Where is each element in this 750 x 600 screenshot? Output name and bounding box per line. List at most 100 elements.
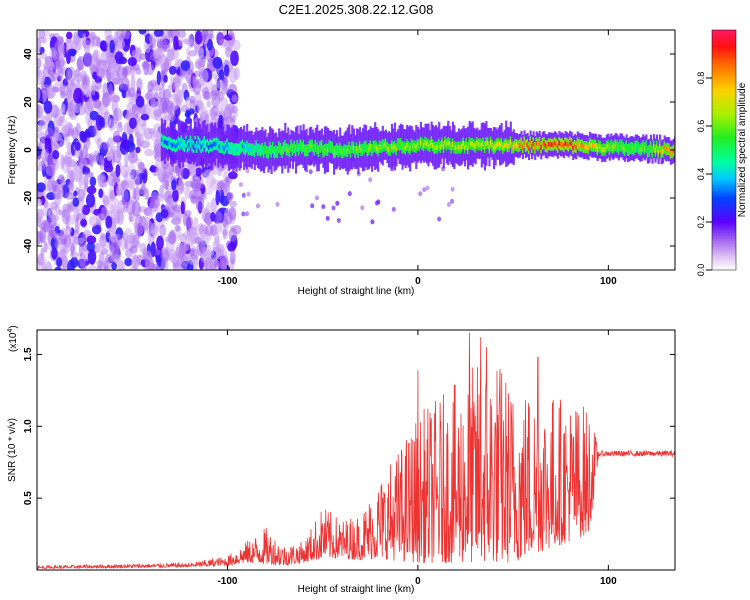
spectrogram-noise-cell [92,150,100,164]
spectrogram-ridge-core [357,149,360,155]
spectrogram-ridge-core [317,148,320,154]
spectrogram-ridge-core [654,148,657,153]
colorbar-ticks: 0.0 0.2 0.4 0.6 0.8 [696,72,712,277]
spectrogram-ridge-core [304,148,307,153]
spectrogram-noise-cell [105,150,114,161]
spectrogram-ridge-core [221,145,224,150]
spectrogram-ridge-core [588,141,592,147]
spectrogram-outlier-cell [370,219,375,225]
spectrogram-ridge-core [544,143,547,149]
spectrogram-ridge-core [337,149,340,154]
spectrogram-noise-cell [229,30,235,39]
spectrogram-noise-cell [50,201,58,210]
spectrogram-ridge-core [614,142,617,148]
spectrogram-noise-cell [114,31,119,47]
spectrogram-ridge-core [302,143,305,149]
spectrogram-ridge-core [372,144,375,150]
spectrogram-noise-cell [212,56,223,69]
spectrogram-noise-cell [94,81,102,90]
spectrogram-ridge-core [165,140,168,146]
spectrogram-outlier-cell [368,177,373,183]
spectrogram-noise-cell [160,208,169,219]
spectrogram-noise-cell [86,235,97,245]
spectrogram-ridge-core [403,144,406,150]
spectrogram-ridge-core [310,143,313,148]
spectrogram-ridge-core [470,141,473,147]
spectrogram-noise-cell [60,227,68,240]
spectrogram-noise-cell [88,153,95,168]
spectrogram-noise-cell [66,31,73,40]
spectrogram-noise-cell [138,162,145,175]
spectrogram-ridge-core [582,144,585,150]
spectrogram-noise-cell [43,30,50,37]
spectrogram-noise-cell [95,213,106,223]
spectrogram-ridge-core [457,144,461,150]
spectrogram-ridge-core [390,144,394,149]
spectrogram-noise-cell [155,248,161,256]
spectrogram-noise-cell [99,40,107,51]
spectrogram-noise-cell [228,228,238,242]
spectrogram-outlier-cell [321,204,326,210]
spectrogram-ridge-core [203,139,206,145]
spectrogram-ridge-core [445,142,448,147]
spectrogram-outlier-cell [375,200,379,206]
spectrogram-noise-cell [168,65,177,75]
spectrogram-ridge-core [171,143,174,148]
spectrogram-ridge-core [422,142,425,148]
spectrogram-noise-cell [233,67,240,80]
spectrogram-ridge-core [479,141,482,147]
spectrogram-noise-cell [214,210,223,224]
spectrogram-ridge-core [325,147,328,152]
spectrogram-ridge-core [262,149,266,155]
spectrogram-ridge-core [541,141,544,147]
spectrogram-ridge-core [590,142,593,148]
spectrogram-noise-cell [50,90,56,98]
spectrogram-noise-cell [112,150,122,164]
svg-text:(x104): (x104) [7,325,19,352]
spectrogram-noise-cell [147,81,154,93]
spectrogram-ridge-core [291,147,294,153]
spectrogram-noise-cell [229,250,235,260]
spectrogram-noise-cell [201,69,209,84]
spectrogram-noise-cell [37,104,44,119]
spectrogram-ridge-core [237,147,240,153]
spectrogram-noise-cell [39,227,47,244]
spectrogram-noise-cell [80,70,88,80]
spectrogram-ridge-core [480,142,483,148]
spectrogram-noise-cell [104,194,111,209]
colorbar-tick-label: 0.0 [696,264,706,277]
spectrogram-noise-cell [125,141,136,153]
spectrogram-ridge-core [230,145,234,151]
spectrogram-ridge-core [377,147,380,153]
spectrogram-ridge-core [209,142,212,148]
spectrogram-ridge-core [592,143,595,149]
spectrogram-noise-cell [227,242,236,253]
spectrogram-xtick-label: 0 [415,276,421,287]
spectrogram-ridge-core [281,149,284,155]
spectrogram-ridge-core [406,142,409,148]
spectrogram-ridge-core [352,145,355,151]
spectrogram-ridge-core [183,143,186,149]
spectrogram-ridge-core [553,140,557,146]
spectrogram-noise-cell [64,136,70,148]
spectrogram-ridge-core [282,145,285,151]
spectrogram-ridge-core [648,148,651,154]
spectrogram-outlier-cell [437,216,442,222]
spectrogram-outlier-cell [325,215,330,221]
spectrogram-noise-cell [124,151,129,168]
spectrogram-noise-cell [109,241,115,253]
spectrogram-noise-cell [159,54,169,70]
spectrogram-noise-cell [121,89,127,99]
spectrogram-ridge-core [279,146,282,152]
spectrogram-noise-cell [43,241,48,253]
spectrogram-ridge-core [453,144,456,150]
spectrogram-noise-cell [124,257,133,267]
spectrogram-ridge-core [631,145,634,151]
spectrogram-noise-cell [173,74,181,90]
spectrogram-noise-cell [135,146,141,154]
spectrogram-noise-cell [174,225,181,232]
spectrogram-ridge-core [608,146,611,152]
spectrogram-ridge-core [250,147,253,153]
spectrogram-ridge-core [235,146,238,152]
spectrogram-ridge-core [252,147,255,152]
